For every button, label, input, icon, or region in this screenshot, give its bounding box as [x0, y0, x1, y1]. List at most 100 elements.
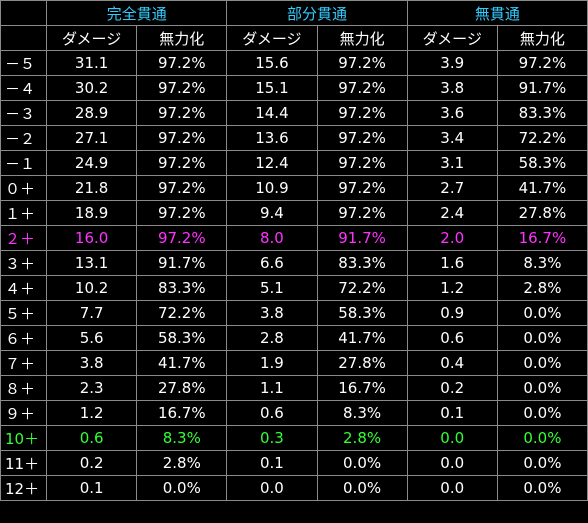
- full-damage-cell: 10.2: [46, 275, 138, 301]
- none-damage-cell: 0.9: [406, 300, 498, 326]
- partial-damage-cell: 1.9: [226, 350, 318, 376]
- full-damage-cell: 24.9: [46, 150, 138, 176]
- full-damage-cell: 27.1: [46, 125, 138, 151]
- full-nullify-cell: 2.8%: [136, 450, 228, 476]
- full-nullify-cell: 97.2%: [136, 100, 228, 126]
- full-damage-cell: 7.7: [46, 300, 138, 326]
- table-row: ５＋ 7.7 72.2% 3.8 58.3% 0.9 0.0%: [0, 300, 588, 326]
- none-damage-cell: 0.0: [406, 425, 498, 451]
- row-label: ７＋: [0, 350, 48, 376]
- partial-damage-cell: 12.4: [226, 150, 318, 176]
- partial-damage-cell: 14.4: [226, 100, 318, 126]
- row-label: －５: [0, 50, 48, 76]
- none-damage-cell: 2.0: [406, 225, 498, 251]
- full-damage-cell: 21.8: [46, 175, 138, 201]
- none-nullify-cell: 0.0%: [496, 325, 588, 351]
- none-damage-cell: 3.4: [406, 125, 498, 151]
- none-damage-cell: 0.6: [406, 325, 498, 351]
- table-row: ６＋ 5.6 58.3% 2.8 41.7% 0.6 0.0%: [0, 325, 588, 351]
- partial-nullify-cell: 97.2%: [316, 50, 408, 76]
- partial-nullify-cell: 16.7%: [316, 375, 408, 401]
- partial-damage-cell: 2.8: [226, 325, 318, 351]
- partial-damage-cell: 1.1: [226, 375, 318, 401]
- full-nullify-cell: 83.3%: [136, 275, 228, 301]
- row-label: ０＋: [0, 175, 48, 201]
- full-damage-cell: 30.2: [46, 75, 138, 101]
- full-nullify-cell: 97.2%: [136, 75, 228, 101]
- partial-damage-cell: 10.9: [226, 175, 318, 201]
- partial-nullify-cell: 72.2%: [316, 275, 408, 301]
- full-nullify-cell: 16.7%: [136, 400, 228, 426]
- full-nullify-cell: 97.2%: [136, 225, 228, 251]
- table-row: －５ 31.1 97.2% 15.6 97.2% 3.9 97.2%: [0, 50, 588, 76]
- table-row: ４＋ 10.2 83.3% 5.1 72.2% 1.2 2.8%: [0, 275, 588, 301]
- full-damage-cell: 5.6: [46, 325, 138, 351]
- table-row: －１ 24.9 97.2% 12.4 97.2% 3.1 58.3%: [0, 150, 588, 176]
- partial-damage-cell: 0.0: [226, 475, 318, 501]
- table-row: 12＋ 0.1 0.0% 0.0 0.0% 0.0 0.0%: [0, 475, 588, 501]
- row-label: －１: [0, 150, 48, 176]
- partial-nullify-cell: 97.2%: [316, 200, 408, 226]
- table-row: 10＋ 0.6 8.3% 0.3 2.8% 0.0 0.0%: [0, 425, 588, 451]
- none-nullify-cell: 0.0%: [496, 300, 588, 326]
- none-damage-cell: 0.1: [406, 400, 498, 426]
- partial-nullify-cell: 8.3%: [316, 400, 408, 426]
- none-nullify-cell: 0.0%: [496, 375, 588, 401]
- partial-nullify-cell: 27.8%: [316, 350, 408, 376]
- sub-header-damage: ダメージ: [406, 25, 498, 51]
- full-nullify-cell: 72.2%: [136, 300, 228, 326]
- full-damage-cell: 3.8: [46, 350, 138, 376]
- none-nullify-cell: 0.0%: [496, 400, 588, 426]
- full-damage-cell: 16.0: [46, 225, 138, 251]
- sub-header-damage: ダメージ: [46, 25, 138, 51]
- none-damage-cell: 0.0: [406, 450, 498, 476]
- none-damage-cell: 0.4: [406, 350, 498, 376]
- none-nullify-cell: 0.0%: [496, 475, 588, 501]
- partial-damage-cell: 5.1: [226, 275, 318, 301]
- table-row: 11＋ 0.2 2.8% 0.1 0.0% 0.0 0.0%: [0, 450, 588, 476]
- none-nullify-cell: 91.7%: [496, 75, 588, 101]
- table-row: ８＋ 2.3 27.8% 1.1 16.7% 0.2 0.0%: [0, 375, 588, 401]
- none-nullify-cell: 83.3%: [496, 100, 588, 126]
- none-nullify-cell: 2.8%: [496, 275, 588, 301]
- row-label: １＋: [0, 200, 48, 226]
- table-row: ９＋ 1.2 16.7% 0.6 8.3% 0.1 0.0%: [0, 400, 588, 426]
- row-label: ４＋: [0, 275, 48, 301]
- full-nullify-cell: 41.7%: [136, 350, 228, 376]
- row-label: 11＋: [0, 450, 48, 476]
- sub-header-row: ダメージ 無力化 ダメージ 無力化 ダメージ 無力化: [0, 25, 588, 51]
- row-label: ６＋: [0, 325, 48, 351]
- full-nullify-cell: 0.0%: [136, 475, 228, 501]
- full-damage-cell: 0.1: [46, 475, 138, 501]
- corner-cell: [0, 0, 48, 26]
- full-damage-cell: 2.3: [46, 375, 138, 401]
- group-header-row: 完全貫通 部分貫通 無貫通: [0, 0, 588, 26]
- sub-header-nullify: 無力化: [496, 25, 588, 51]
- full-nullify-cell: 91.7%: [136, 250, 228, 276]
- table-row: －４ 30.2 97.2% 15.1 97.2% 3.8 91.7%: [0, 75, 588, 101]
- none-nullify-cell: 0.0%: [496, 425, 588, 451]
- partial-damage-cell: 15.6: [226, 50, 318, 76]
- partial-nullify-cell: 97.2%: [316, 100, 408, 126]
- partial-damage-cell: 0.1: [226, 450, 318, 476]
- none-nullify-cell: 72.2%: [496, 125, 588, 151]
- corner-cell: [0, 25, 48, 51]
- row-label: ９＋: [0, 400, 48, 426]
- full-nullify-cell: 97.2%: [136, 200, 228, 226]
- none-nullify-cell: 0.0%: [496, 450, 588, 476]
- group-header-full: 完全貫通: [46, 0, 228, 26]
- partial-damage-cell: 13.6: [226, 125, 318, 151]
- none-nullify-cell: 97.2%: [496, 50, 588, 76]
- damage-table: 完全貫通 部分貫通 無貫通 ダメージ 無力化 ダメージ 無力化 ダメージ 無力化…: [0, 0, 588, 501]
- row-label: ５＋: [0, 300, 48, 326]
- full-nullify-cell: 27.8%: [136, 375, 228, 401]
- partial-damage-cell: 0.6: [226, 400, 318, 426]
- none-damage-cell: 0.2: [406, 375, 498, 401]
- none-nullify-cell: 41.7%: [496, 175, 588, 201]
- table-row: ２＋ 16.0 97.2% 8.0 91.7% 2.0 16.7%: [0, 225, 588, 251]
- partial-nullify-cell: 97.2%: [316, 75, 408, 101]
- row-label: －４: [0, 75, 48, 101]
- none-nullify-cell: 8.3%: [496, 250, 588, 276]
- none-damage-cell: 3.8: [406, 75, 498, 101]
- partial-damage-cell: 9.4: [226, 200, 318, 226]
